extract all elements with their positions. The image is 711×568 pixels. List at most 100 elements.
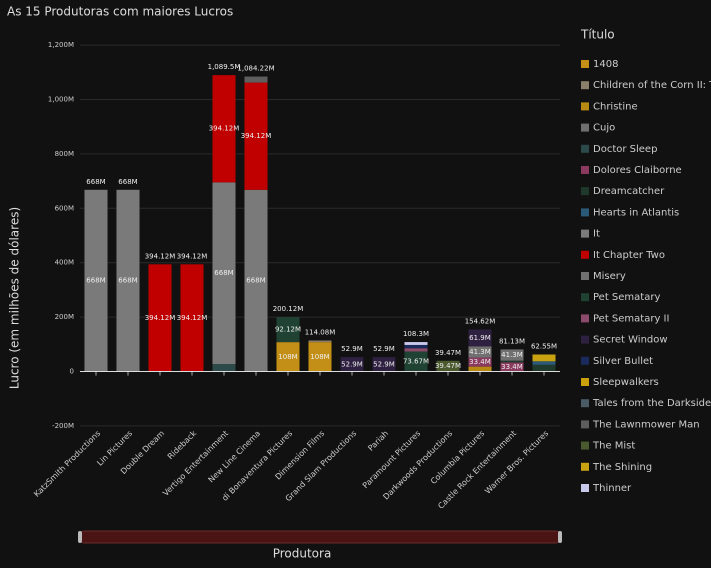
bar-segment[interactable] xyxy=(436,360,460,372)
total-label: 1,084.22M xyxy=(237,65,274,73)
bar-segment[interactable] xyxy=(468,366,492,372)
legend-label[interactable]: Dreamcatcher xyxy=(593,186,665,197)
legend-title: Título xyxy=(580,28,615,42)
legend-swatch[interactable] xyxy=(581,462,589,471)
bar-segment[interactable] xyxy=(532,364,556,372)
legend-label[interactable]: The Lawnmower Man xyxy=(592,419,700,430)
x-tick-label: KatzSmith Productions xyxy=(32,429,102,499)
legend-swatch[interactable] xyxy=(581,81,589,90)
legend-swatch[interactable] xyxy=(581,378,589,386)
bar-segment[interactable] xyxy=(532,361,556,365)
legend-swatch[interactable] xyxy=(581,250,589,259)
bar-segment[interactable] xyxy=(212,364,236,372)
bar-segment[interactable] xyxy=(372,357,396,372)
legend-label[interactable]: Secret Window xyxy=(593,335,668,346)
legend-swatch[interactable] xyxy=(581,293,589,302)
bar-segment[interactable] xyxy=(404,342,428,345)
legend-swatch[interactable] xyxy=(581,229,589,238)
bar-segment[interactable] xyxy=(244,189,268,372)
bar-segment[interactable] xyxy=(212,182,236,365)
legend-label[interactable]: Children of the Corn II: T… xyxy=(593,80,711,91)
legend-swatch[interactable] xyxy=(581,144,589,153)
segment-label: 108M xyxy=(310,353,329,361)
legend-label[interactable]: Doctor Sleep xyxy=(593,144,657,155)
legend-label[interactable]: Misery xyxy=(593,271,626,282)
bar-segment[interactable] xyxy=(116,189,140,372)
segment-label: 394.12M xyxy=(177,314,208,322)
y-tick-label: 800M xyxy=(55,150,74,158)
legend-swatch[interactable] xyxy=(581,335,589,344)
bar-segment[interactable] xyxy=(244,82,268,190)
total-label: 114.08M xyxy=(305,328,336,336)
bar-segment[interactable] xyxy=(180,264,204,372)
slider-handle[interactable] xyxy=(78,531,82,543)
legend-label[interactable]: Dolores Claiborne xyxy=(593,165,682,176)
legend-swatch[interactable] xyxy=(581,484,589,492)
bar-segment[interactable] xyxy=(340,357,364,372)
bar-segment[interactable] xyxy=(404,348,428,352)
segment-label: 668M xyxy=(214,269,233,277)
range-slider[interactable] xyxy=(79,530,561,544)
bar-segment[interactable] xyxy=(84,189,108,372)
bar-segment[interactable] xyxy=(404,351,428,372)
bar-segment[interactable] xyxy=(308,342,332,372)
segment-label: 73.67M xyxy=(403,357,429,365)
legend-label[interactable]: 1408 xyxy=(593,59,618,70)
bar-segment[interactable] xyxy=(308,340,332,343)
y-tick-label: 400M xyxy=(55,259,74,267)
x-tick-label: Pariah xyxy=(366,429,390,453)
x-tick-label: Paramount Pictures xyxy=(361,429,422,490)
legend-label[interactable]: Hearts in Atlantis xyxy=(593,207,679,218)
total-label: 39.47M xyxy=(435,349,461,357)
total-label: 1,089.5M xyxy=(208,63,241,71)
y-tick-label: 1,200M xyxy=(48,41,74,49)
bar-segment[interactable] xyxy=(500,360,524,363)
legend-label[interactable]: It xyxy=(593,229,600,240)
legend-label[interactable]: Cujo xyxy=(593,123,615,134)
legend-swatch[interactable] xyxy=(581,208,589,217)
bar-segment[interactable] xyxy=(212,75,236,183)
bar-segment[interactable] xyxy=(468,357,492,367)
bar-segment[interactable] xyxy=(276,342,300,372)
legend-swatch[interactable] xyxy=(581,60,589,68)
bar-segment[interactable] xyxy=(244,76,268,83)
legend-swatch[interactable] xyxy=(581,123,589,132)
y-axis-title: Lucro (em milhões de dólares) xyxy=(8,207,22,389)
bar-segment[interactable] xyxy=(500,362,524,372)
legend-swatch[interactable] xyxy=(581,441,589,450)
segment-label: 668M xyxy=(246,277,265,285)
legend-swatch[interactable] xyxy=(581,102,589,111)
legend-swatch[interactable] xyxy=(581,166,589,174)
legend-swatch[interactable] xyxy=(581,356,589,365)
total-label: 668M xyxy=(118,178,137,186)
bar-segment[interactable] xyxy=(404,344,428,349)
legend-swatch[interactable] xyxy=(581,420,589,429)
legend-swatch[interactable] xyxy=(581,314,589,323)
x-tick-label: Rideback xyxy=(166,429,199,462)
bar-segment[interactable] xyxy=(468,329,492,347)
legend-label[interactable]: Christine xyxy=(593,101,638,112)
bar-segment[interactable] xyxy=(468,346,492,358)
legend-label[interactable]: Silver Bullet xyxy=(593,356,653,367)
legend-label[interactable]: Pet Sematary II xyxy=(593,313,669,324)
legend-label[interactable]: It Chapter Two xyxy=(593,250,665,261)
legend-swatch[interactable] xyxy=(581,399,589,408)
slider-handle[interactable] xyxy=(558,531,562,543)
bar-segment[interactable] xyxy=(500,349,524,361)
bar-segment[interactable] xyxy=(148,264,172,372)
legend-label[interactable]: Tales from the Darkside: … xyxy=(592,398,711,409)
y-tick-label: 200M xyxy=(55,313,74,321)
legend-label[interactable]: Pet Sematary xyxy=(593,292,660,303)
legend-label[interactable]: Sleepwalkers xyxy=(593,377,659,388)
bar-segment[interactable] xyxy=(532,354,556,362)
segment-label: 61.9M xyxy=(469,334,491,342)
legend-label[interactable]: Thinner xyxy=(592,483,632,494)
bar-segment[interactable] xyxy=(276,317,300,343)
legend-label[interactable]: The Shining xyxy=(592,462,652,473)
segment-label: 668M xyxy=(86,277,105,285)
total-label: 62.55M xyxy=(531,342,557,350)
legend-swatch[interactable] xyxy=(581,272,589,280)
y-tick-label: 0 xyxy=(70,368,74,376)
legend-label[interactable]: The Mist xyxy=(592,441,635,452)
legend-swatch[interactable] xyxy=(581,187,589,196)
